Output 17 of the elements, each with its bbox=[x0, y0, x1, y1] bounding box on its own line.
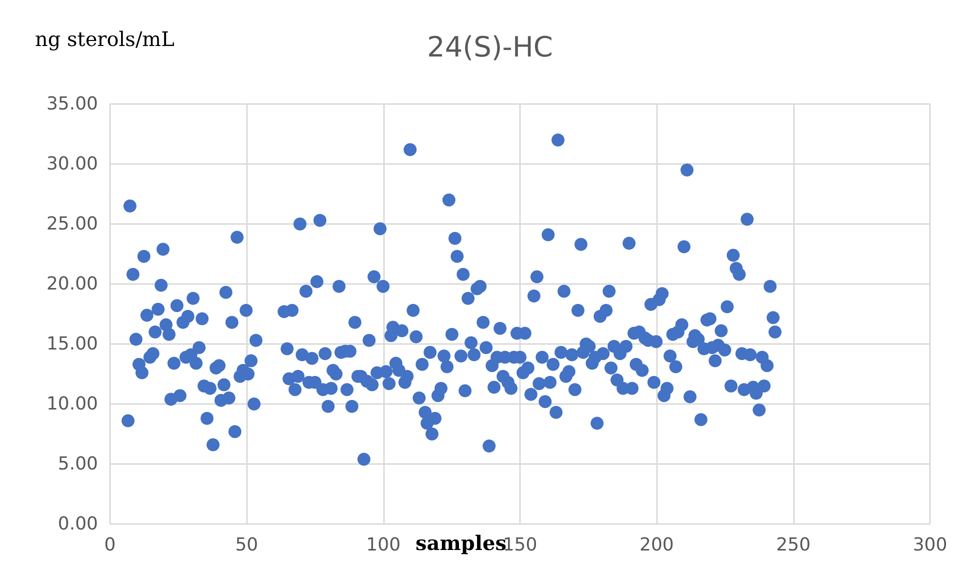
y-tick-label: 5.00 bbox=[58, 454, 98, 474]
x-axis-title: samples bbox=[416, 531, 506, 555]
x-tick-label: 250 bbox=[776, 534, 811, 556]
y-tick-label: 35.00 bbox=[46, 94, 98, 114]
y-tick-label: 15.00 bbox=[46, 334, 98, 354]
y-tick-label: 0.00 bbox=[58, 514, 98, 534]
x-tick-label: 50 bbox=[235, 534, 258, 556]
chart-title: 24(S)-HC bbox=[427, 30, 553, 64]
y-tick-label: 30.00 bbox=[46, 154, 98, 174]
y-tick-label: 25.00 bbox=[46, 214, 98, 234]
y-tick-label: 20.00 bbox=[46, 274, 98, 294]
y-tick-label: 10.00 bbox=[46, 394, 98, 414]
y-axis-title: ng sterols/mL bbox=[35, 27, 174, 51]
x-tick-label: 200 bbox=[639, 534, 674, 556]
x-tick-label: 0 bbox=[104, 534, 116, 556]
x-tick-label: 300 bbox=[912, 534, 948, 556]
x-tick-label: 100 bbox=[366, 534, 401, 556]
